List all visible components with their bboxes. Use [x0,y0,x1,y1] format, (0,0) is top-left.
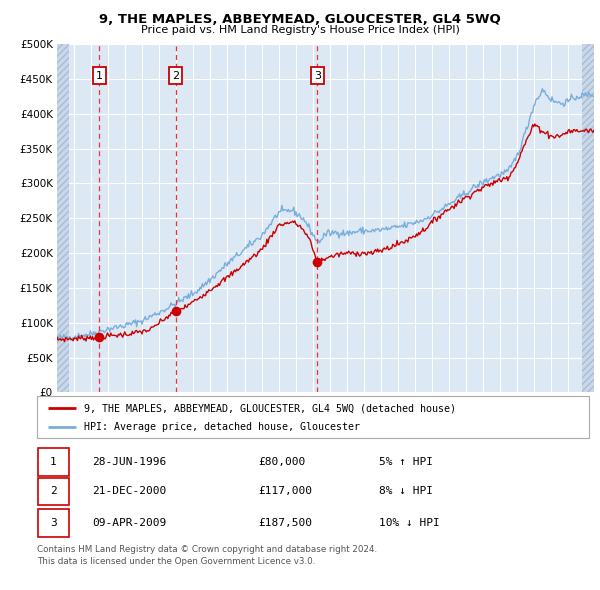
Text: 1: 1 [50,457,57,467]
Text: £117,000: £117,000 [258,487,312,496]
Text: 2: 2 [50,487,57,496]
Text: 3: 3 [314,71,321,81]
Text: 9, THE MAPLES, ABBEYMEAD, GLOUCESTER, GL4 5WQ (detached house): 9, THE MAPLES, ABBEYMEAD, GLOUCESTER, GL… [84,403,456,413]
Text: 2: 2 [172,71,179,81]
Text: Contains HM Land Registry data © Crown copyright and database right 2024.: Contains HM Land Registry data © Crown c… [37,545,377,554]
Text: This data is licensed under the Open Government Licence v3.0.: This data is licensed under the Open Gov… [37,557,316,566]
Bar [38,448,68,476]
Text: £80,000: £80,000 [258,457,305,467]
Text: 5% ↑ HPI: 5% ↑ HPI [379,457,433,467]
Bar [38,509,68,537]
Text: 9, THE MAPLES, ABBEYMEAD, GLOUCESTER, GL4 5WQ: 9, THE MAPLES, ABBEYMEAD, GLOUCESTER, GL… [99,13,501,26]
Bar [582,44,594,392]
Text: 09-APR-2009: 09-APR-2009 [92,518,167,528]
Text: 3: 3 [50,518,57,528]
Text: 1: 1 [96,71,103,81]
Bar [38,477,68,506]
Text: £187,500: £187,500 [258,518,312,528]
Text: 10% ↓ HPI: 10% ↓ HPI [379,518,440,528]
Bar [57,44,69,392]
Text: Price paid vs. HM Land Registry's House Price Index (HPI): Price paid vs. HM Land Registry's House … [140,25,460,35]
Text: 8% ↓ HPI: 8% ↓ HPI [379,487,433,496]
Text: 21-DEC-2000: 21-DEC-2000 [92,487,167,496]
Text: 28-JUN-1996: 28-JUN-1996 [92,457,167,467]
Text: HPI: Average price, detached house, Gloucester: HPI: Average price, detached house, Glou… [84,422,360,432]
